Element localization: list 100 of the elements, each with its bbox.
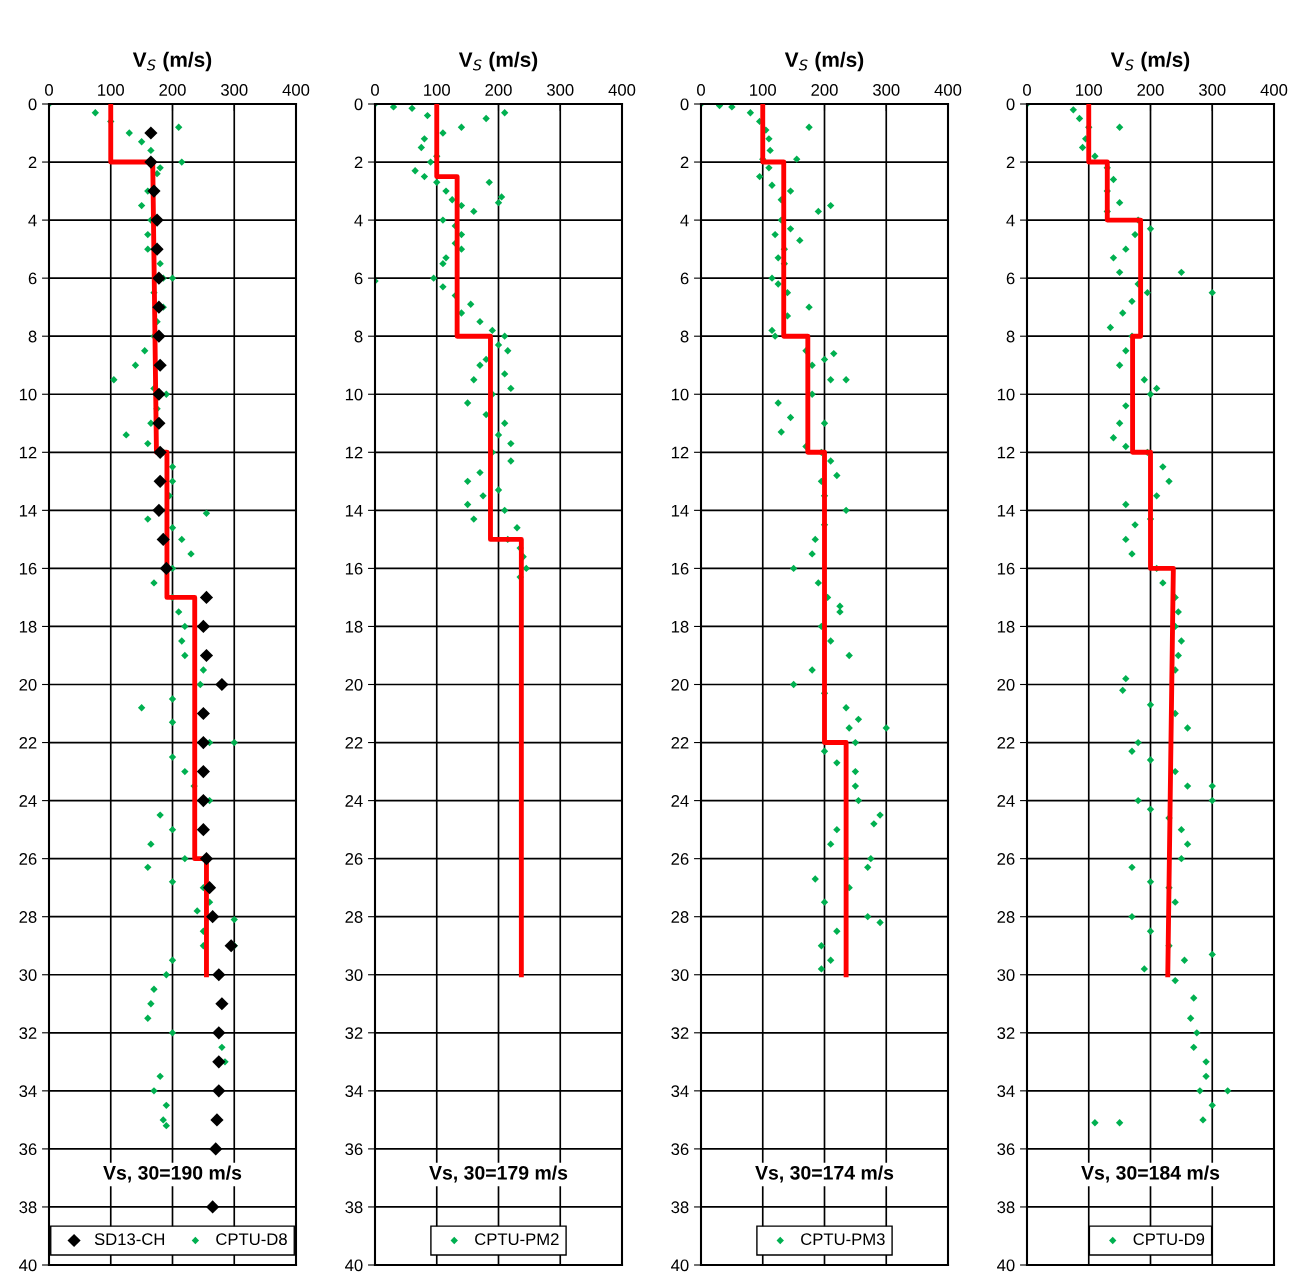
y-tick-label: 2 [354,156,363,169]
y-tick-label: 30 [997,969,1015,981]
y-tick-label: 4 [1006,214,1015,227]
y-tick-label: 8 [354,330,363,343]
point [206,910,220,924]
y-tick-label: 28 [671,911,689,923]
y-tick-label: 38 [671,1201,689,1214]
point [152,329,166,343]
y-tick-label: 22 [997,736,1015,749]
y-tick-label: 0 [680,98,689,111]
point [224,939,238,953]
x-axis-title: V$_{S}$ (m/s) [1110,51,1190,72]
x-tick-label: 200 [1137,84,1164,96]
y-tick-label: 24 [997,795,1015,807]
y-tick-label: 24 [19,795,37,807]
y-tick-label: 8 [28,330,37,343]
y-tick-label: 12 [345,446,363,459]
legend-label: CPTU-D8 [216,1233,287,1246]
x-tick-label: 100 [750,84,776,96]
annotation: Vs, 30=190 m/s [103,1165,242,1183]
y-tick-label: 18 [997,620,1015,633]
y-tick-label: 20 [19,678,37,691]
point [150,213,164,227]
point [144,155,158,169]
y-tick-label: 18 [671,620,689,633]
y-tick-label: 10 [19,388,37,401]
x-tick-label: 100 [424,84,450,96]
line-series [434,104,524,978]
point [210,1113,224,1127]
y-tick-label: 32 [19,1027,37,1039]
x-tick-label: 200 [159,84,186,96]
x-tick-label: 0 [45,84,53,96]
y-tick-label: 20 [345,678,363,691]
annotation: Vs, 30=174 m/s [755,1165,894,1183]
y-tick-label: 24 [345,795,363,807]
point [152,503,166,517]
line-series [1086,104,1176,978]
y-tick-label: 38 [345,1201,363,1214]
y-tick-label: 38 [19,1201,37,1214]
y-tick-label: 6 [1006,272,1015,285]
y-tick-label: 28 [19,911,37,923]
y-tick-label: 16 [671,562,689,575]
y-tick-label: 0 [354,98,363,111]
annotation: Vs, 30=179 m/s [429,1165,568,1183]
x-axis-title: V$_{S}$ (m/s) [458,51,538,72]
point [196,735,210,750]
y-tick-label: 14 [19,504,37,517]
y-tick-label: 2 [680,156,689,169]
y-tick-label: 8 [680,330,689,343]
x-tick-label: 400 [608,84,636,96]
point [152,416,166,430]
x-tick-label: 0 [697,84,705,96]
y-tick-label: 12 [997,446,1015,459]
point [199,590,214,605]
x-tick-label: 300 [1198,84,1226,96]
y-tick-label: 14 [345,504,363,517]
y-tick-label: 34 [997,1085,1015,1098]
legend-label: SD13-CH [94,1233,165,1246]
x-axis-title: V$_{S}$ (m/s) [132,51,212,72]
point [215,677,229,692]
y-tick-label: 34 [345,1085,363,1098]
point [152,271,166,285]
point [212,968,226,982]
legend-label: CPTU-D9 [1133,1233,1205,1246]
y-tick-label: 22 [19,736,37,749]
line-series [760,104,849,978]
point [152,300,166,314]
x-tick-label: 300 [220,84,248,96]
x-tick-label: 200 [485,84,512,96]
y-tick-label: 24 [671,795,689,807]
y-tick-label: 26 [671,853,689,865]
y-tick-label: 40 [997,1259,1015,1272]
y-tick-label: 16 [19,562,37,575]
x-tick-label: 200 [811,84,838,96]
y-tick-label: 34 [19,1085,37,1098]
point [144,126,158,140]
y-tick-label: 30 [19,969,37,981]
y-tick-label: 32 [671,1027,689,1039]
y-tick-label: 4 [354,214,363,227]
y-tick-label: 40 [19,1259,37,1272]
y-tick-label: 36 [19,1143,37,1156]
y-tick-label: 18 [345,620,363,633]
y-tick-label: 14 [997,504,1015,517]
y-tick-label: 12 [19,446,37,459]
y-tick-label: 10 [671,388,689,401]
y-tick-label: 2 [1006,156,1015,169]
y-tick-label: 26 [997,853,1015,865]
x-axis-title: V$_{S}$ (m/s) [784,51,864,72]
point [206,1200,220,1214]
y-tick-label: 0 [1006,98,1015,111]
point [159,561,173,575]
point [196,764,210,779]
y-tick-label: 16 [997,562,1015,575]
y-tick-label: 30 [345,969,363,981]
point [196,823,210,837]
y-tick-label: 18 [19,620,37,633]
y-tick-label: 4 [28,214,37,227]
y-tick-label: 22 [671,736,689,749]
y-tick-label: 6 [680,272,689,285]
y-tick-label: 10 [997,388,1015,401]
